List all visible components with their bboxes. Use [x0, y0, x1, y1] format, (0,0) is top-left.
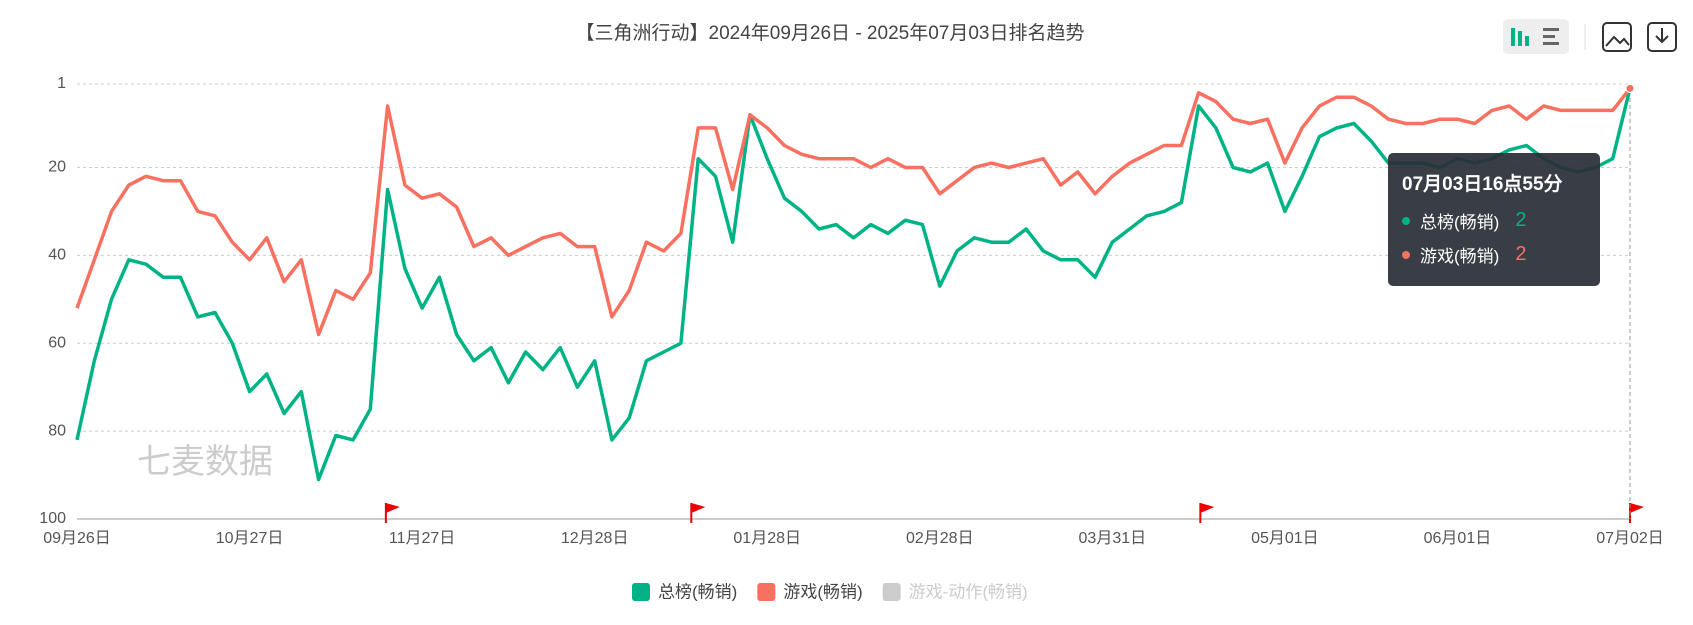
tooltip-label: 游戏(畅销) — [1420, 247, 1500, 266]
icon — [1543, 42, 1559, 45]
y-tick-label: 20 — [48, 159, 66, 176]
tooltip-label: 总榜(畅销) — [1420, 213, 1500, 232]
x-tick-label: 11月27日 — [389, 530, 455, 547]
y-tick-label: 100 — [39, 510, 66, 527]
legend-swatch[interactable] — [632, 583, 650, 601]
tooltip-row: 总榜(畅销) 2 — [1402, 208, 1526, 233]
flag — [1200, 503, 1215, 513]
tooltip-title: 07月03日16点55分 — [1402, 174, 1563, 195]
image-button[interactable] — [1602, 22, 1632, 52]
series-line — [75, 87, 1632, 482]
tooltip-value: 2 — [1515, 209, 1527, 231]
flag — [1630, 503, 1644, 513]
legend-label: 游戏(畅销) — [783, 582, 862, 601]
x-tick-label: 07月02日 — [1596, 530, 1664, 547]
tooltip-dot — [1402, 216, 1410, 225]
icon — [1543, 28, 1559, 31]
x-tick-label: 06月01日 — [1424, 530, 1492, 547]
series-line — [75, 87, 1632, 337]
icon — [1511, 28, 1515, 46]
y-tick-label: 60 — [48, 334, 66, 351]
flag — [385, 503, 400, 513]
flag — [691, 503, 706, 513]
y-tick-label: 40 — [48, 247, 66, 264]
x-tick-label: 01月28日 — [733, 530, 801, 547]
x-tick-label: 10月27日 — [216, 530, 284, 547]
y-tick-label: 1 — [57, 75, 66, 92]
icon — [1518, 31, 1522, 46]
icon — [1605, 35, 1630, 47]
legend-label: 游戏-动作(畅销) — [909, 582, 1028, 601]
tooltip-row: 游戏(畅销) 2 — [1402, 242, 1526, 267]
x-tick-label: 12月28日 — [561, 530, 629, 547]
tooltip-value: 2 — [1515, 243, 1527, 265]
legend-swatch[interactable] — [882, 583, 901, 601]
x-tick-label: 03月31日 — [1079, 530, 1147, 547]
legend-label: 总榜(畅销) — [658, 582, 737, 601]
x-tick-label: 05月01日 — [1251, 530, 1319, 547]
x-tick-label: 02月28日 — [906, 530, 974, 547]
icon — [1525, 36, 1529, 46]
y-tick-label: 80 — [48, 422, 66, 439]
watermark: 七麦数据 — [137, 443, 273, 481]
x-tick-label: 09月26日 — [43, 530, 111, 547]
icon — [1543, 35, 1555, 38]
point — [1625, 83, 1635, 93]
chart-title: 【三角洲行动】2024年09月26日 - 2025年07月03日排名趋势 — [576, 22, 1085, 44]
legend-swatch[interactable] — [757, 583, 776, 601]
tooltip: 07月03日16点55分 总榜(畅销) 2 游戏(畅销) 2 — [1388, 153, 1600, 286]
tooltip-dot — [1402, 250, 1410, 259]
toolbar — [1503, 19, 1677, 54]
download-button[interactable] — [1647, 22, 1677, 52]
